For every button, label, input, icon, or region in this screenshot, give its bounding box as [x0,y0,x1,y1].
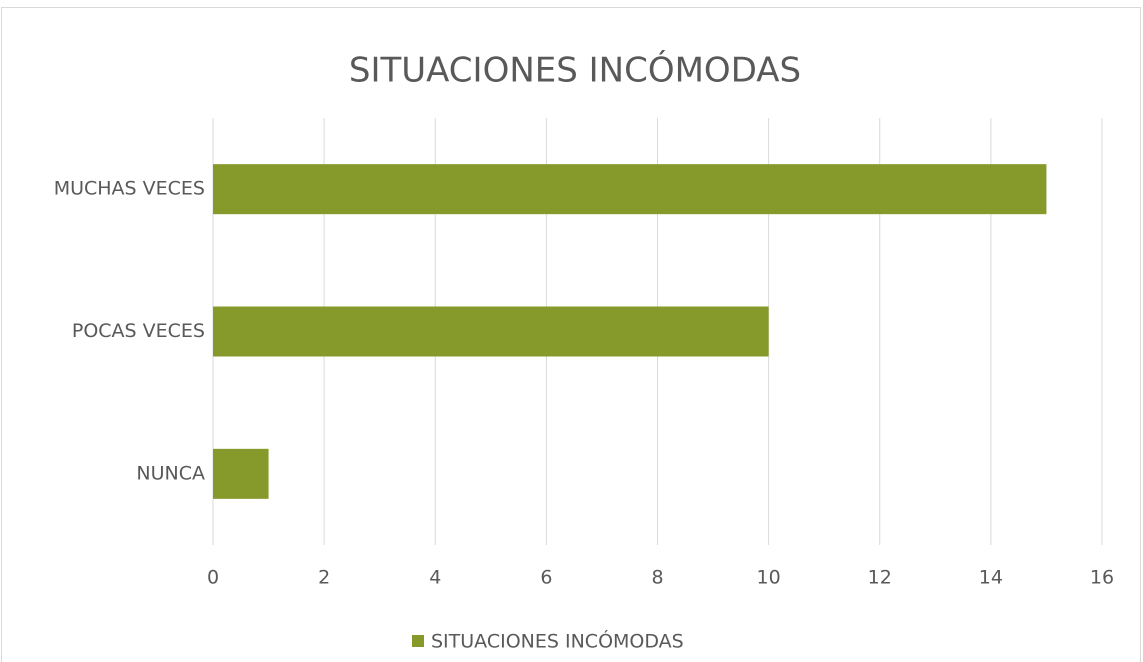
x-tick-label: 6 [540,567,552,589]
x-tick-label: 12 [868,567,892,589]
x-tick-label: 0 [207,567,219,589]
legend-swatch [412,635,424,647]
x-tick-label: 2 [318,567,330,589]
x-tick-label: 8 [651,567,663,589]
y-tick-label: MUCHAS VECES [54,178,205,200]
bar [213,448,269,499]
x-tick-label: 16 [1090,567,1114,589]
legend-label: SITUACIONES INCÓMODAS [431,629,684,653]
x-tick-label: 4 [429,567,441,589]
y-tick-label: POCAS VECES [72,320,205,342]
x-tick-label: 10 [757,567,781,589]
y-tick-label: NUNCA [136,462,205,484]
x-tick-label: 14 [979,567,1003,589]
bar [213,306,769,357]
bar [213,164,1047,215]
chart-title: SITUACIONES INCÓMODAS [349,50,801,91]
